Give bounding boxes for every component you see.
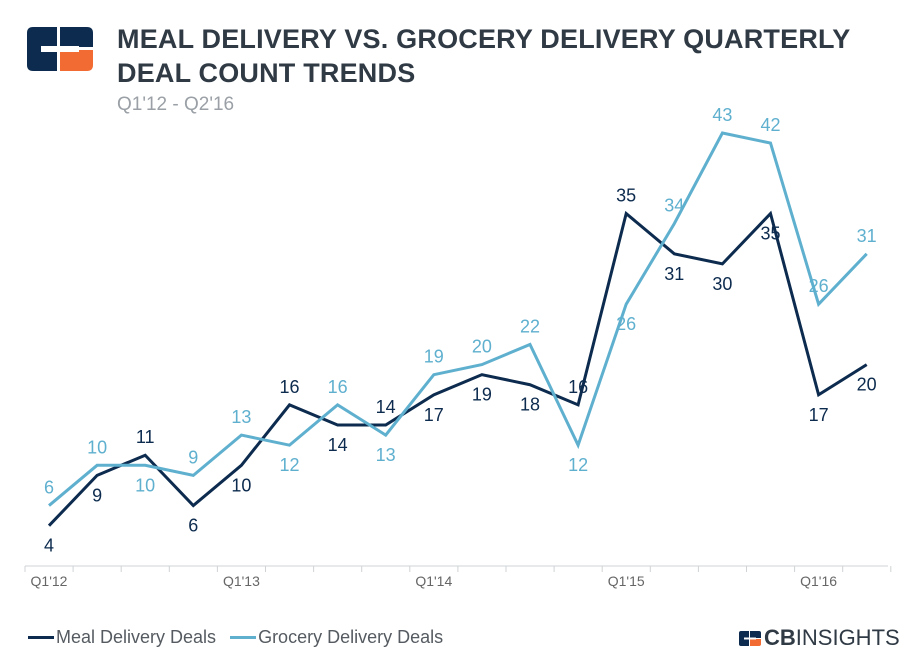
data-label-meal: 16 [568, 377, 588, 397]
legend-swatch-grocery [230, 636, 257, 639]
data-label-grocery: 13 [376, 445, 396, 465]
data-label-meal: 9 [92, 485, 102, 505]
legend-item-meal: Meal Delivery Deals [28, 627, 216, 648]
data-label-grocery: 31 [857, 226, 877, 246]
x-tick-label: Q1'15 [608, 573, 645, 589]
chart-subtitle: Q1'12 - Q2'16 [117, 94, 235, 115]
brand-cb-text: CB [764, 625, 796, 650]
data-label-meal: 4 [44, 536, 54, 556]
data-label-grocery: 10 [87, 437, 107, 457]
data-label-meal: 35 [616, 186, 636, 206]
data-label-meal: 30 [712, 274, 732, 294]
data-label-grocery: 13 [231, 407, 251, 427]
data-label-grocery: 22 [520, 316, 540, 336]
legend-label-meal: Meal Delivery Deals [56, 627, 217, 647]
x-tick-label: Q1'12 [31, 573, 68, 589]
data-label-grocery: 43 [712, 105, 732, 125]
cb-insights-logo-icon [27, 27, 93, 71]
line-chart: Q1'12 Q1'13 Q1'14 Q1'15 Q1'16 4 9 11 6 10 16 14 14 17… [24, 105, 892, 589]
data-label-meal: 16 [279, 377, 299, 397]
data-label-grocery: 20 [472, 337, 492, 357]
legend-item-grocery: Grocery Delivery Deals [230, 627, 443, 648]
data-label-grocery: 10 [135, 475, 155, 495]
data-label-meal: 10 [231, 475, 251, 495]
legend-swatch-meal [28, 636, 54, 639]
series-line-grocery [48, 131, 868, 507]
data-label-grocery: 19 [424, 347, 444, 367]
brand-footer: CB INSIGHTS [739, 625, 900, 651]
data-label-meal: 20 [857, 375, 877, 395]
legend-label-grocery: Grocery Delivery Deals [258, 627, 444, 647]
data-label-meal: 17 [809, 405, 829, 425]
data-label-grocery: 12 [279, 455, 299, 475]
data-label-grocery: 12 [568, 455, 588, 475]
data-label-grocery: 42 [760, 115, 780, 135]
data-label-grocery: 26 [616, 314, 636, 334]
data-label-meal: 31 [664, 264, 684, 284]
brand-insights-text: INSIGHTS [795, 625, 900, 650]
data-label-meal: 14 [376, 397, 396, 417]
x-tick-label: Q1'13 [223, 573, 260, 589]
data-label-meal: 6 [188, 516, 198, 536]
data-label-meal: 19 [472, 385, 492, 405]
legend: Meal Delivery Deals Grocery Delivery Dea… [28, 627, 457, 648]
data-label-meal: 11 [136, 427, 155, 447]
chart-title: MEAL DELIVERY VS. GROCERY DELIVERY QUART… [117, 24, 850, 88]
brand-mark-icon [739, 630, 761, 646]
data-label-meal: 17 [424, 405, 444, 425]
data-label-meal: 18 [520, 395, 540, 415]
data-label-grocery: 16 [328, 377, 348, 397]
data-label-grocery: 26 [809, 276, 829, 296]
x-tick-label: Q1'14 [415, 573, 452, 589]
series-line-meal [47, 210, 868, 527]
data-label-meal: 35 [760, 224, 780, 244]
data-label-grocery: 34 [664, 196, 684, 216]
data-label-grocery: 6 [44, 478, 54, 498]
data-label-meal: 14 [328, 435, 348, 455]
x-tick-label: Q1'16 [800, 573, 837, 589]
data-label-grocery: 9 [188, 447, 198, 467]
